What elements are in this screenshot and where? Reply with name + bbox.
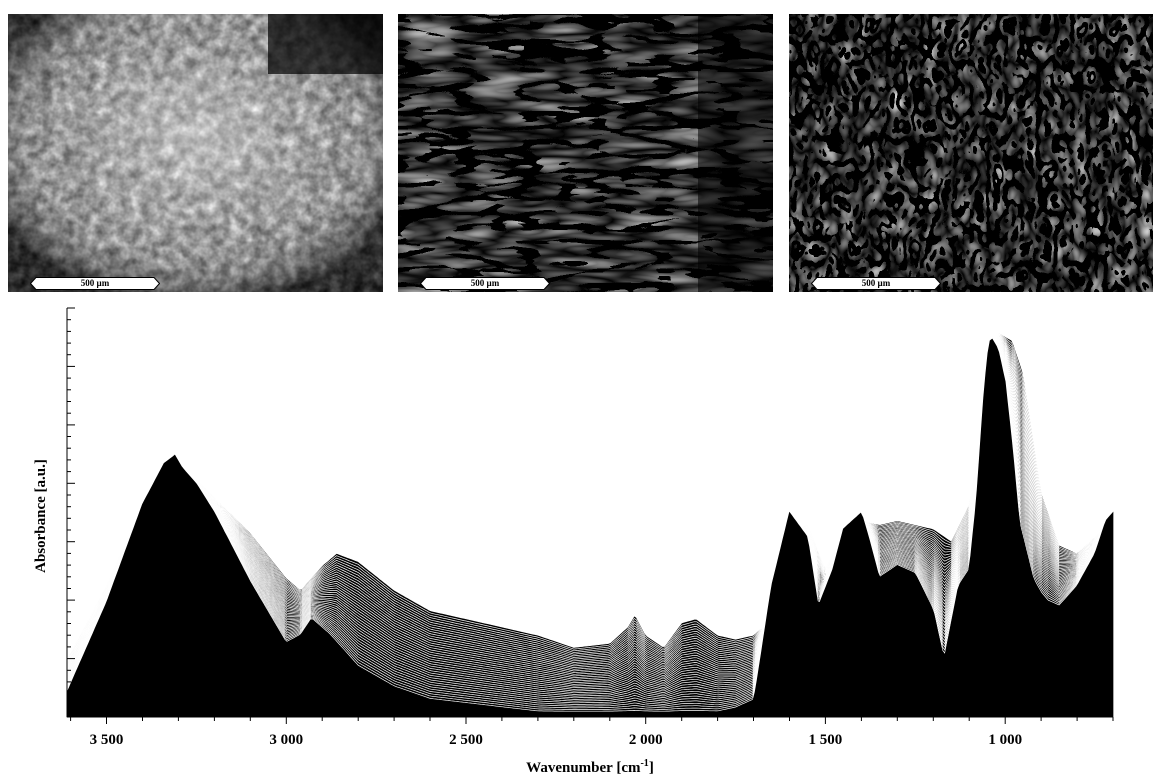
ftir-waterfall-chart: 3 500 3 000 2 500 2 000 1 500 1 000 Absorbanc… [33,307,1114,776]
scale-bar [420,277,550,290]
x-tick-label: 2 000 [629,732,663,748]
y-axis-label: Absorbance [a.u.] [33,459,49,573]
x-tick-label: 2 500 [449,732,483,748]
x-tick-label: 3 000 [269,732,303,748]
spectrum-series-1 [66,338,1114,718]
scale-bar [30,277,160,290]
micrograph-3-texture [789,14,1153,292]
series-layer [66,332,1114,718]
scale-bar-label: 500 µm [861,278,891,288]
x-tick-label: 3 500 [90,732,124,748]
axes-layer [66,308,1113,718]
x-axis-ticks: 3 500 3 000 2 500 2 000 1 500 1 000 [70,717,1114,748]
x-tick-label: 1 000 [988,732,1022,748]
x-axis-label-tail: ] [649,760,654,776]
scale-bar-label: 500 µm [470,278,500,288]
x-tick-label: 1 500 [809,732,843,748]
micrograph-2-texture [398,14,773,292]
micrograph-2: 500 µm [398,14,773,292]
x-axis-label-sup: -1 [640,758,648,769]
micrograph-3: 500 µm [789,14,1153,292]
micrograph-1: 500 µm [8,14,383,292]
scale-bar [811,277,941,290]
x-axis-label-main: Wavenumber [cm [526,760,641,776]
micrograph-1-texture [8,14,383,292]
scale-bar-label: 500 µm [80,278,110,288]
x-axis-label: Wavenumber [cm-1] [526,758,654,776]
